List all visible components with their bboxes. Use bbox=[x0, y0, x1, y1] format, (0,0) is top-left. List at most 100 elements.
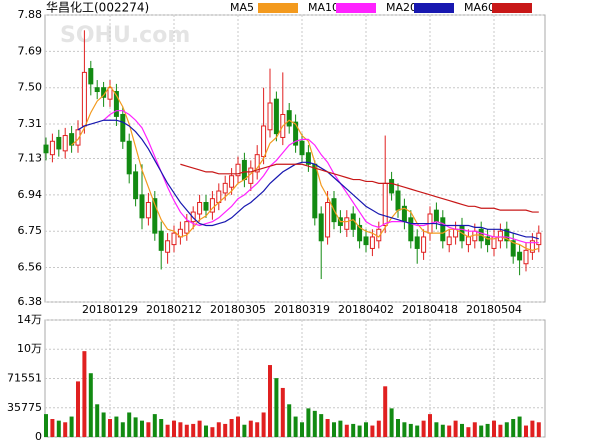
candle-body bbox=[197, 202, 203, 215]
volume-bar bbox=[261, 412, 266, 437]
y-tick-label: 7.31 bbox=[18, 117, 43, 130]
volume-bar bbox=[101, 412, 106, 437]
legend-label: MA20 bbox=[386, 1, 417, 14]
candle-body bbox=[94, 87, 100, 93]
volume-bar bbox=[82, 351, 87, 437]
candle-body bbox=[81, 71, 87, 127]
volume-bar bbox=[453, 420, 458, 437]
volume-bar bbox=[408, 423, 413, 437]
candle-body bbox=[465, 236, 471, 246]
candle-body bbox=[190, 211, 196, 223]
volume-bar bbox=[268, 365, 272, 437]
candle-body bbox=[209, 198, 215, 213]
volume-bar bbox=[415, 425, 420, 437]
candle-body bbox=[56, 136, 62, 150]
ma-line bbox=[71, 84, 539, 251]
volume-bar bbox=[319, 414, 324, 437]
candle-body bbox=[369, 236, 375, 249]
candle-body bbox=[222, 182, 228, 194]
candle-body bbox=[344, 217, 350, 230]
volume-bar bbox=[351, 423, 356, 437]
legend-label: MA60 bbox=[464, 1, 495, 14]
volume-bar bbox=[159, 419, 164, 437]
candle-body bbox=[395, 190, 401, 211]
volume-bar bbox=[127, 412, 132, 437]
legend-swatch bbox=[492, 3, 532, 13]
volume-bar bbox=[312, 410, 317, 437]
x-tick-label: 20180504 bbox=[466, 303, 522, 316]
candle-body bbox=[107, 87, 113, 100]
candle-body bbox=[357, 224, 363, 242]
volume-bar bbox=[223, 423, 228, 437]
y-tick-label: 10万 bbox=[17, 342, 42, 355]
candle-body bbox=[305, 152, 311, 165]
volume-bar bbox=[274, 378, 279, 437]
y-tick-label: 6.94 bbox=[18, 188, 43, 201]
volume-bar bbox=[229, 419, 234, 437]
candle-body bbox=[325, 202, 331, 238]
candle-body bbox=[139, 194, 145, 219]
volume-bar bbox=[172, 420, 176, 437]
candle-body bbox=[126, 140, 132, 175]
candle-body bbox=[62, 135, 68, 152]
volume-bar bbox=[293, 416, 298, 437]
candle-body bbox=[408, 217, 414, 242]
candle-body bbox=[43, 144, 49, 154]
volume-bar bbox=[44, 414, 48, 437]
y-tick-label: 35775 bbox=[7, 401, 42, 414]
candle-body bbox=[529, 240, 535, 253]
volume-bar bbox=[517, 416, 522, 437]
candle-body bbox=[389, 179, 395, 194]
volume-bar bbox=[338, 420, 343, 437]
y-tick-label: 7.50 bbox=[18, 81, 43, 94]
candle-body bbox=[504, 228, 510, 242]
volume-bar bbox=[530, 420, 535, 437]
candle-body bbox=[261, 125, 267, 158]
volume-bar bbox=[300, 422, 304, 437]
volume-bar bbox=[88, 373, 93, 437]
legend-swatch bbox=[414, 3, 454, 13]
volume-bar bbox=[133, 417, 138, 437]
volume-bar bbox=[511, 419, 516, 437]
volume-bar bbox=[114, 416, 119, 437]
volume-bar bbox=[165, 424, 170, 437]
legend-label: MA10 bbox=[308, 1, 339, 14]
ma-line bbox=[180, 163, 539, 213]
y-tick-label: 7.88 bbox=[18, 8, 43, 21]
volume-bar bbox=[95, 404, 100, 437]
candle-body bbox=[152, 198, 158, 234]
volume-bar bbox=[50, 419, 55, 437]
volume-bar bbox=[524, 425, 528, 437]
candle-body bbox=[318, 213, 324, 242]
candle-body bbox=[49, 140, 55, 156]
volume-bar bbox=[434, 422, 439, 437]
candle-body bbox=[184, 221, 190, 234]
volume-bar bbox=[389, 408, 394, 437]
volume-bar bbox=[466, 427, 471, 437]
volume-bar bbox=[280, 387, 285, 437]
volume-bar bbox=[357, 425, 362, 437]
volume-bar bbox=[344, 424, 349, 437]
volume-bar bbox=[191, 423, 196, 437]
candle-body bbox=[235, 163, 241, 177]
x-tick-label: 20180305 bbox=[210, 303, 266, 316]
candle-body bbox=[363, 236, 369, 246]
y-tick-label: 71551 bbox=[7, 371, 42, 384]
ma-line bbox=[77, 119, 539, 240]
legend-swatch bbox=[258, 3, 298, 13]
candle-body bbox=[120, 113, 126, 142]
volume-bar bbox=[504, 422, 509, 437]
volume-bar bbox=[140, 420, 144, 437]
volume-bar bbox=[152, 414, 157, 437]
candle-body bbox=[286, 110, 292, 127]
volume-bar bbox=[178, 422, 183, 437]
candle-body bbox=[158, 230, 164, 251]
x-tick-label: 20180319 bbox=[274, 303, 330, 316]
volume-bar bbox=[146, 422, 151, 437]
candle-body bbox=[267, 102, 273, 131]
volume-bar bbox=[428, 414, 432, 437]
volume-bar bbox=[210, 427, 215, 437]
candle-body bbox=[523, 249, 529, 265]
candle-body bbox=[293, 121, 299, 146]
